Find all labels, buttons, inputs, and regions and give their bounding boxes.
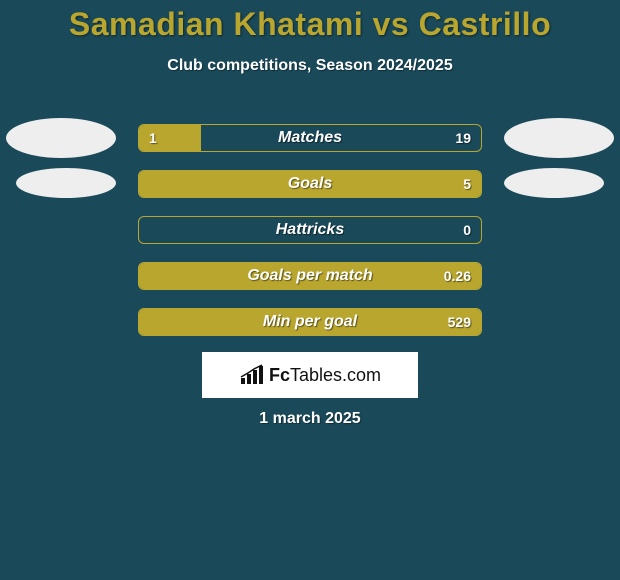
stat-bar-label: Goals per match — [139, 263, 481, 289]
avatar-right-placeholder-icon — [504, 118, 614, 158]
stat-bar: Matches1 19 — [138, 124, 482, 152]
brand-text: FcTables.com — [269, 365, 381, 386]
stat-bar-label: Hattricks — [139, 217, 481, 243]
page-title: Samadian Khatami vs Castrillo — [0, 0, 620, 43]
infographic-root: Samadian Khatami vs Castrillo Club compe… — [0, 0, 620, 580]
stat-bar-value-right: 19 — [455, 125, 471, 151]
stat-bar-value-right: 529 — [448, 309, 471, 335]
brand-text-rest: Tables.com — [290, 365, 381, 385]
avatar-right-placeholder-icon — [504, 168, 604, 198]
stat-bar-label: Min per goal — [139, 309, 481, 335]
page-subtitle: Club competitions, Season 2024/2025 — [0, 57, 620, 75]
stat-bar-label: Goals — [139, 171, 481, 197]
stat-bar: Min per goal529 — [138, 308, 482, 336]
stat-bar-value-right: 0.26 — [444, 263, 471, 289]
stat-bar-value-left: 1 — [149, 125, 157, 151]
brand-text-strong: Fc — [269, 365, 290, 385]
stat-bar: Goals5 — [138, 170, 482, 198]
avatar-left-placeholder-icon — [6, 118, 116, 158]
stat-bar: Goals per match0.26 — [138, 262, 482, 290]
avatar-left-placeholder-icon — [16, 168, 116, 198]
stat-bar: Hattricks0 — [138, 216, 482, 244]
footer-date: 1 march 2025 — [0, 410, 620, 428]
stat-bar-label: Matches — [139, 125, 481, 151]
brand-chart-icon — [239, 364, 265, 386]
brand-badge[interactable]: FcTables.com — [202, 352, 418, 398]
stat-bar-value-right: 5 — [463, 171, 471, 197]
stat-bars-container: Matches1 19 Goals5 Hattricks0 Goals per matc… — [138, 124, 482, 354]
stat-bar-value-right: 0 — [463, 217, 471, 243]
